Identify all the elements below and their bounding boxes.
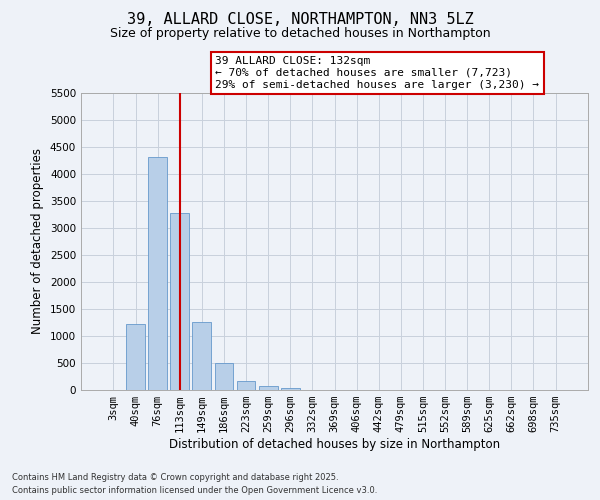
Text: Contains public sector information licensed under the Open Government Licence v3: Contains public sector information licen… <box>12 486 377 495</box>
Text: 39 ALLARD CLOSE: 132sqm
← 70% of detached houses are smaller (7,723)
29% of semi: 39 ALLARD CLOSE: 132sqm ← 70% of detache… <box>215 56 539 90</box>
Y-axis label: Number of detached properties: Number of detached properties <box>31 148 44 334</box>
X-axis label: Distribution of detached houses by size in Northampton: Distribution of detached houses by size … <box>169 438 500 451</box>
Bar <box>126 324 145 390</box>
Text: Size of property relative to detached houses in Northampton: Size of property relative to detached ho… <box>110 28 490 40</box>
Bar <box>281 388 299 390</box>
Bar <box>236 381 256 390</box>
Text: 39, ALLARD CLOSE, NORTHAMPTON, NN3 5LZ: 39, ALLARD CLOSE, NORTHAMPTON, NN3 5LZ <box>127 12 473 28</box>
Bar <box>259 386 278 390</box>
Bar <box>148 158 167 390</box>
Bar <box>170 212 189 390</box>
Text: Contains HM Land Registry data © Crown copyright and database right 2025.: Contains HM Land Registry data © Crown c… <box>12 474 338 482</box>
Bar <box>215 364 233 390</box>
Bar <box>193 322 211 390</box>
